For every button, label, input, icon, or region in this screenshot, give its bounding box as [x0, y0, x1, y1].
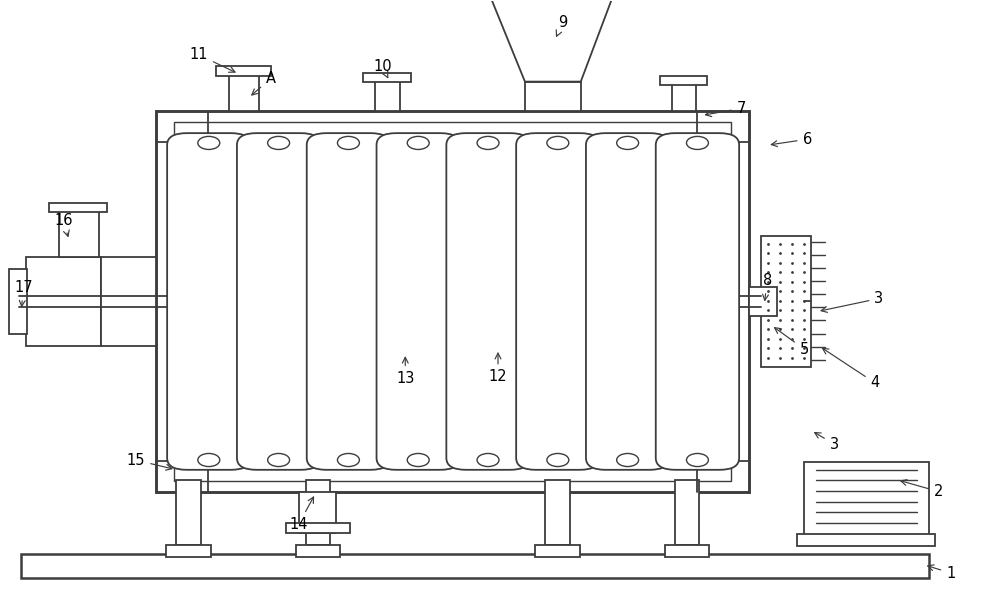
Text: 16: 16 [54, 213, 72, 236]
Bar [660, 76, 707, 85]
Text: 6: 6 [771, 132, 812, 147]
FancyBboxPatch shape [586, 133, 669, 470]
Bar [26, 257, 101, 346]
Text: 15: 15 [127, 453, 172, 470]
Circle shape [407, 454, 429, 466]
Bar [286, 522, 350, 533]
Bar [306, 480, 330, 545]
Bar [672, 82, 696, 111]
Circle shape [547, 454, 569, 466]
Circle shape [477, 136, 499, 149]
Bar [156, 111, 749, 491]
Bar [174, 122, 731, 481]
Bar [49, 203, 107, 213]
Text: 3: 3 [815, 432, 839, 451]
FancyBboxPatch shape [656, 133, 739, 470]
Bar [9, 269, 27, 334]
Bar [216, 66, 271, 76]
Bar [535, 545, 580, 557]
FancyBboxPatch shape [167, 133, 250, 470]
FancyBboxPatch shape [237, 133, 320, 470]
FancyBboxPatch shape [446, 133, 530, 470]
FancyBboxPatch shape [516, 133, 600, 470]
Bar [665, 545, 709, 557]
Text: A: A [252, 71, 276, 95]
Bar [375, 79, 400, 111]
Text: 12: 12 [489, 353, 507, 384]
Text: 17: 17 [14, 281, 33, 306]
Text: 13: 13 [396, 357, 414, 386]
Text: 3: 3 [821, 291, 884, 312]
Circle shape [547, 136, 569, 149]
Bar [804, 462, 929, 536]
Bar [749, 287, 777, 316]
Bar [166, 545, 211, 557]
Circle shape [198, 136, 220, 149]
Circle shape [407, 136, 429, 149]
Bar [363, 73, 411, 82]
Bar [229, 73, 259, 111]
Circle shape [337, 136, 359, 149]
Bar [101, 257, 156, 346]
Text: 2: 2 [901, 479, 943, 499]
Circle shape [617, 136, 639, 149]
Circle shape [268, 136, 290, 149]
Circle shape [337, 454, 359, 466]
Bar [761, 236, 811, 367]
Bar [797, 534, 935, 546]
Bar [675, 480, 699, 545]
FancyBboxPatch shape [377, 133, 460, 470]
Text: 4: 4 [823, 348, 880, 390]
Bar [176, 480, 201, 545]
Circle shape [268, 454, 290, 466]
Text: 14: 14 [289, 497, 314, 532]
Text: 7: 7 [705, 101, 746, 116]
Text: 1: 1 [928, 565, 955, 580]
Circle shape [477, 454, 499, 466]
Bar [545, 480, 570, 545]
Bar [525, 82, 581, 111]
Text: 9: 9 [556, 15, 567, 36]
Bar [59, 207, 99, 257]
Circle shape [617, 454, 639, 466]
Bar [299, 491, 336, 533]
Text: 10: 10 [373, 59, 392, 78]
Text: 8: 8 [763, 273, 772, 300]
Circle shape [686, 136, 708, 149]
FancyBboxPatch shape [307, 133, 390, 470]
Circle shape [198, 454, 220, 466]
Bar [21, 554, 929, 578]
Text: 11: 11 [190, 47, 235, 72]
Text: 5: 5 [775, 328, 809, 356]
Circle shape [686, 454, 708, 466]
Bar [296, 545, 340, 557]
